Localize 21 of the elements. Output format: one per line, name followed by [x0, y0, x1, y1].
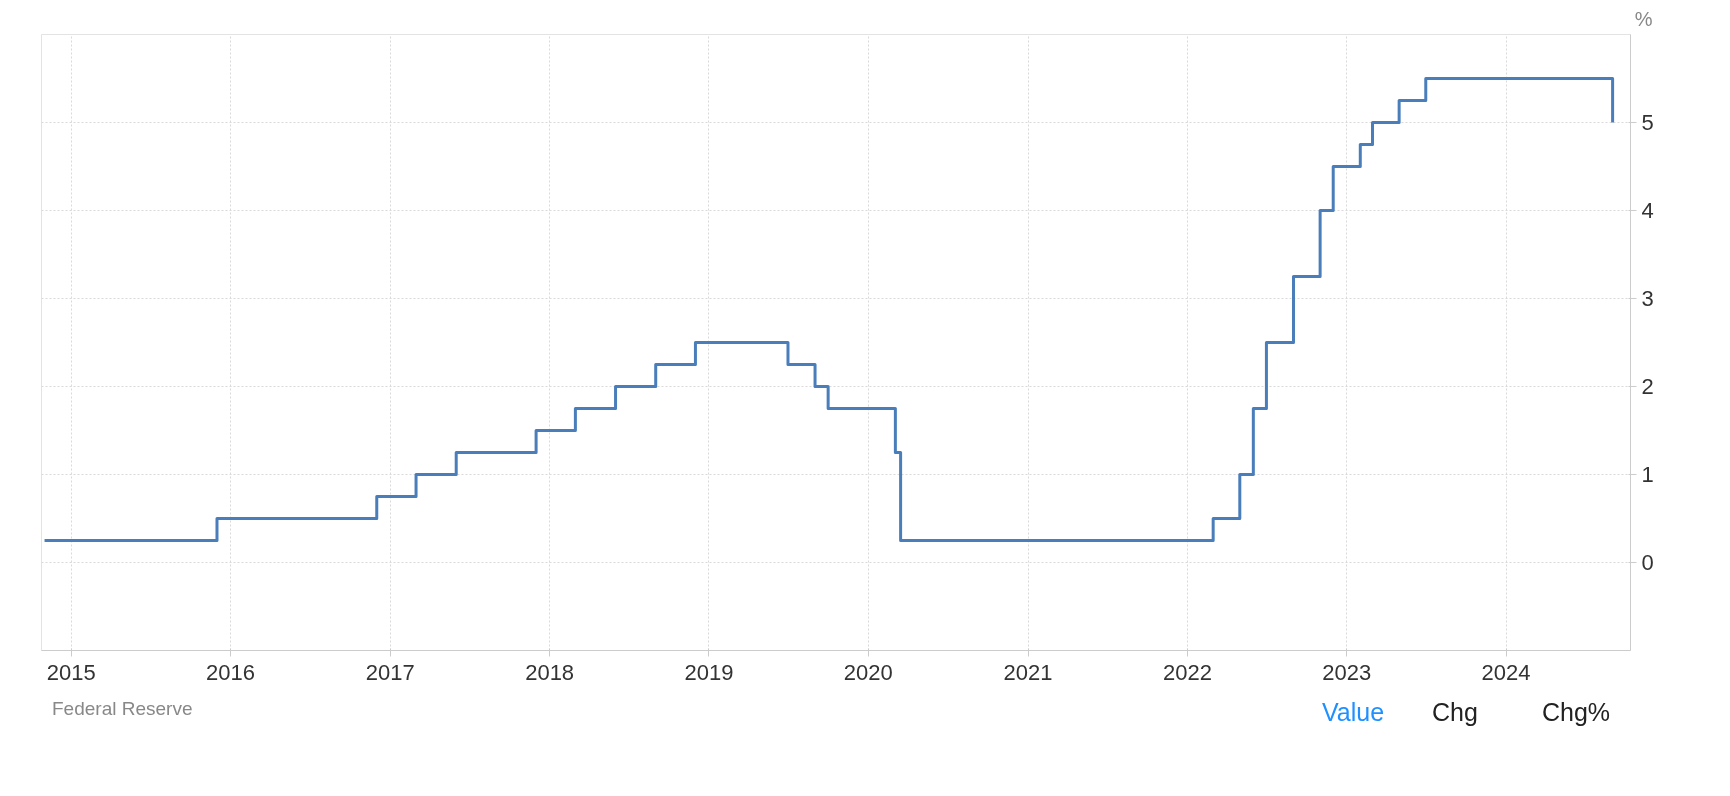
x-tick-label: 2015	[46, 659, 96, 685]
text: Chg%	[1542, 697, 1611, 728]
x-tick-label: 2021	[1003, 659, 1053, 685]
x-tick-label: 2017	[365, 659, 415, 685]
y-tick-label: 0	[1641, 550, 1654, 575]
y-axis-title: %	[1634, 7, 1653, 30]
y-tick-label: 4	[1641, 198, 1654, 223]
y-tick-label: 1	[1641, 462, 1654, 487]
x-tick-label: 2019	[684, 659, 734, 685]
x-tick-label: 2022	[1162, 659, 1212, 685]
text: Federal Reserve	[52, 697, 193, 721]
y-tick-label: 2	[1641, 374, 1654, 399]
text: Chg	[1432, 697, 1478, 728]
x-tick-label: 2023	[1322, 659, 1372, 685]
y-tick-label: 5	[1641, 110, 1654, 135]
text: Value	[1322, 697, 1385, 728]
x-tick-label: 2016	[206, 659, 255, 685]
x-tick-label: 2024	[1481, 659, 1531, 685]
x-tick-label: 2020	[843, 659, 893, 685]
y-tick-label: 3	[1641, 286, 1654, 311]
x-tick-label: 2018	[525, 659, 575, 685]
